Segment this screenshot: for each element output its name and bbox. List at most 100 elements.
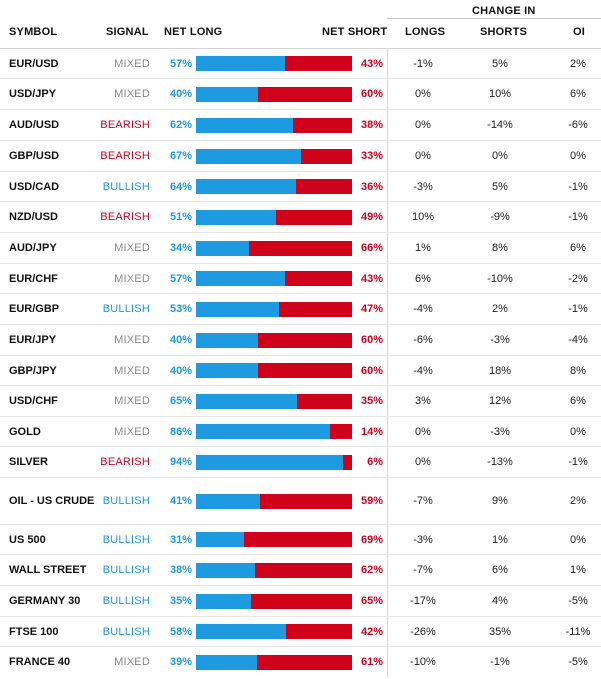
header-net-short[interactable]: NET SHORT (322, 26, 388, 38)
change-oi-value: 6% (570, 88, 586, 100)
column-divider (387, 647, 388, 677)
header-signal[interactable]: SIGNAL (106, 26, 149, 38)
table-row[interactable]: GBP/USD BEARISH 67% 33% 0% 0% 0% (0, 140, 601, 171)
symbol-link[interactable]: FTSE 100 (9, 625, 59, 638)
header-net-long[interactable]: NET LONG (164, 26, 223, 38)
symbol-link[interactable]: GBP/JPY (9, 364, 57, 377)
table-row[interactable]: EUR/GBP BULLISH 53% 47% -4% 2% -1% (0, 293, 601, 324)
net-short-value: 60% (360, 88, 383, 100)
table-row[interactable]: EUR/JPY MIXED 40% 60% -6% -3% -4% (0, 324, 601, 355)
change-oi-value: -5% (568, 595, 588, 607)
column-divider (387, 141, 388, 171)
symbol-link[interactable]: NZD/USD (9, 211, 58, 223)
change-shorts-value: 10% (488, 88, 512, 100)
table-row[interactable]: USD/JPY MIXED 40% 60% 0% 10% 6% (0, 78, 601, 109)
signal-label: BULLISH (102, 180, 150, 193)
symbol-link[interactable]: EUR/USD (9, 57, 59, 70)
net-long-bar (196, 117, 293, 133)
symbol-link[interactable]: EUR/CHF (9, 272, 58, 285)
change-oi-value: 1% (570, 564, 586, 576)
change-oi-value: -1% (568, 303, 588, 315)
symbol-link[interactable]: AUD/JPY (9, 242, 57, 254)
net-long-value: 41% (169, 495, 192, 507)
signal-label: BULLISH (102, 303, 150, 315)
table-row[interactable]: WALL STREET BULLISH 38% 62% -7% 6% 1% (0, 554, 601, 585)
table-row[interactable]: EUR/CHF MIXED 57% 43% 6% -10% -2% (0, 263, 601, 293)
net-long-bar (196, 493, 260, 509)
net-short-bar (196, 363, 352, 378)
change-shorts-value: 35% (488, 625, 512, 638)
net-short-value: 65% (360, 595, 383, 607)
net-long-value: 40% (169, 334, 192, 346)
header-longs[interactable]: LONGS (405, 26, 446, 38)
table-row[interactable]: FTSE 100 BULLISH 58% 42% -26% 35% -11% (0, 616, 601, 646)
sentiment-bar (196, 110, 352, 140)
symbol-link[interactable]: AUD/USD (9, 119, 60, 131)
symbol-link[interactable]: WALL STREET (9, 564, 87, 576)
table-row[interactable]: EUR/USD MIXED 57% 43% -1% 5% 2% (0, 48, 601, 78)
net-short-value: 35% (360, 395, 383, 407)
change-shorts-value: 6% (492, 564, 508, 576)
table-row[interactable]: NZD/USD BEARISH 51% 49% 10% -9% -1% (0, 201, 601, 232)
sentiment-bar (196, 478, 352, 524)
change-longs-value: -4% (413, 303, 433, 315)
table-row[interactable]: GERMANY 30 BULLISH 35% 65% -17% 4% -5% (0, 585, 601, 616)
net-long-value: 94% (169, 456, 192, 468)
table-row[interactable]: OIL - US CRUDE BULLISH 41% 59% -7% 9% 2% (0, 477, 601, 524)
column-divider (387, 617, 388, 646)
table-row[interactable]: US 500 BULLISH 31% 69% -3% 1% 0% (0, 524, 601, 554)
table-row[interactable]: AUD/USD BEARISH 62% 38% 0% -14% -6% (0, 109, 601, 140)
signal-label: BEARISH (100, 211, 150, 223)
sentiment-bar (196, 49, 352, 78)
column-divider (387, 325, 388, 355)
column-divider (387, 478, 388, 524)
column-divider (387, 294, 388, 324)
net-long-bar (196, 56, 285, 71)
symbol-link[interactable]: GOLD (9, 425, 41, 438)
change-oi-value: 2% (570, 495, 586, 507)
net-long-bar (196, 209, 276, 225)
table-row[interactable]: FRANCE 40 MIXED 39% 61% -10% -1% -5% (0, 646, 601, 677)
header-shorts[interactable]: SHORTS (480, 26, 528, 38)
symbol-link[interactable]: USD/JPY (9, 88, 57, 100)
column-divider (387, 386, 388, 416)
signal-label: MIXED (114, 395, 150, 407)
change-longs-value: 0% (415, 456, 431, 468)
symbol-link[interactable]: USD/CHF (9, 395, 58, 407)
header-symbol[interactable]: SYMBOL (9, 26, 58, 38)
net-long-value: 51% (169, 211, 192, 223)
change-oi-value: 0% (570, 150, 586, 162)
symbol-link[interactable]: FRANCE 40 (9, 656, 71, 668)
net-long-bar (196, 271, 285, 286)
net-short-bar (196, 240, 352, 256)
sentiment-bar (196, 586, 352, 616)
table-row[interactable]: AUD/JPY MIXED 34% 66% 1% 8% 6% (0, 232, 601, 263)
net-short-value: 42% (360, 625, 383, 638)
change-shorts-value: -10% (487, 272, 513, 285)
net-short-value: 6% (367, 456, 383, 468)
column-divider (387, 79, 388, 109)
symbol-link[interactable]: US 500 (9, 533, 46, 546)
symbol-link[interactable]: EUR/GBP (9, 303, 60, 315)
table-row[interactable]: GBP/JPY MIXED 40% 60% -4% 18% 8% (0, 355, 601, 385)
table-row[interactable]: SILVER BEARISH 94% 6% 0% -13% -1% (0, 446, 601, 477)
symbol-link[interactable]: GERMANY 30 (9, 595, 81, 607)
net-long-bar (196, 654, 257, 670)
symbol-link[interactable]: OIL - US CRUDE (9, 495, 95, 507)
symbol-link[interactable]: EUR/JPY (9, 334, 57, 346)
signal-label: BULLISH (102, 564, 150, 576)
change-shorts-value: 18% (488, 364, 512, 377)
change-shorts-value: -9% (490, 211, 510, 223)
table-row[interactable]: USD/CAD BULLISH 64% 36% -3% 5% -1% (0, 171, 601, 201)
change-oi-value: -6% (568, 119, 588, 131)
table-row[interactable]: GOLD MIXED 86% 14% 0% -3% 0% (0, 416, 601, 446)
symbol-link[interactable]: USD/CAD (9, 180, 60, 193)
table-row[interactable]: USD/CHF MIXED 65% 35% 3% 12% 6% (0, 385, 601, 416)
net-long-bar (196, 86, 259, 102)
change-oi-value: 0% (570, 425, 586, 438)
header-oi[interactable]: OI (573, 26, 586, 38)
symbol-link[interactable]: SILVER (9, 456, 48, 468)
change-oi-value: -1% (568, 180, 588, 193)
table-header: SYMBOL SIGNAL NET LONG NET SHORT CHANGE … (0, 0, 601, 48)
symbol-link[interactable]: GBP/USD (9, 150, 60, 162)
